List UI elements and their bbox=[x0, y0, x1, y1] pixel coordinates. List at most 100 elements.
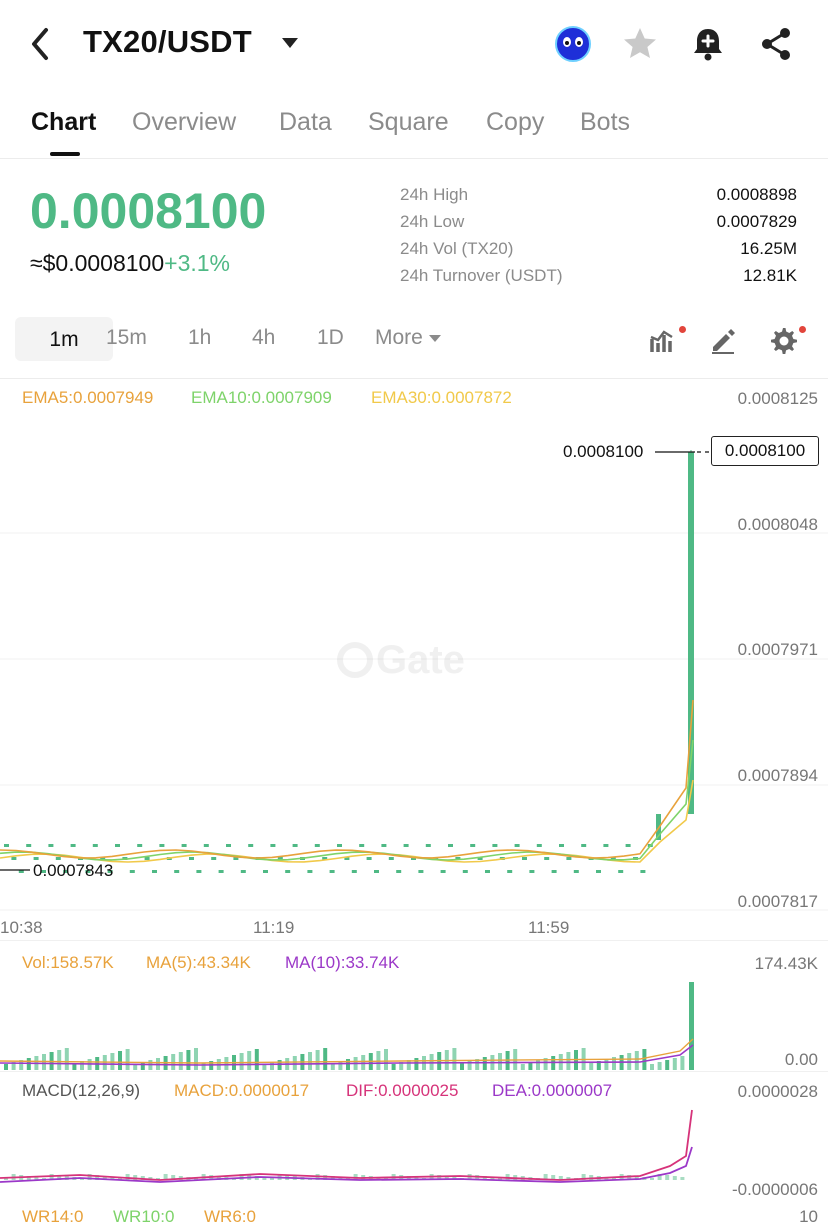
candle bbox=[322, 857, 328, 860]
candle bbox=[307, 870, 313, 873]
star-icon[interactable] bbox=[620, 24, 660, 64]
active-tab-indicator bbox=[50, 152, 80, 156]
chart-settings-button[interactable] bbox=[768, 325, 798, 355]
timeframe-1m[interactable]: 1m bbox=[15, 317, 113, 361]
volume-bar bbox=[467, 1061, 472, 1070]
last-price-marker: 0.0008100 bbox=[563, 442, 644, 461]
candle bbox=[477, 857, 483, 860]
candle bbox=[248, 844, 254, 847]
volume-bar bbox=[57, 1050, 62, 1070]
candle bbox=[610, 857, 616, 860]
candle bbox=[189, 857, 194, 860]
macd-histogram-bar bbox=[505, 1174, 510, 1180]
candlestick-chart[interactable]: Gate bbox=[0, 380, 828, 940]
candle bbox=[85, 870, 91, 873]
timeframe-15m[interactable]: 15m bbox=[106, 326, 147, 349]
back-button[interactable] bbox=[26, 22, 60, 66]
dea-value: DEA:0.0000007 bbox=[492, 1081, 613, 1100]
x-tick-label: 11:19 bbox=[253, 918, 295, 937]
tab-copy[interactable]: Copy bbox=[486, 108, 545, 136]
mascot-avatar-icon[interactable] bbox=[553, 24, 593, 64]
candle bbox=[411, 857, 416, 860]
volume-bar bbox=[399, 1062, 404, 1070]
volume-chart[interactable] bbox=[0, 975, 828, 1070]
stat-value-high: 0.0008898 bbox=[716, 185, 797, 204]
volume-bar bbox=[543, 1058, 548, 1070]
volume-bar bbox=[292, 1056, 297, 1070]
volume-bar bbox=[460, 1063, 464, 1070]
volume-divider bbox=[0, 940, 828, 941]
macd-histogram-bar bbox=[650, 1178, 654, 1180]
candle bbox=[566, 857, 572, 860]
bell-plus-icon[interactable] bbox=[688, 24, 728, 64]
volume-bar bbox=[520, 1064, 525, 1070]
candle bbox=[344, 857, 350, 860]
macd-histogram-bar bbox=[262, 1177, 267, 1180]
tab-chart[interactable]: Chart bbox=[31, 108, 97, 136]
volume-bar bbox=[634, 1051, 639, 1070]
candle bbox=[107, 870, 113, 873]
volume-bar bbox=[125, 1049, 130, 1070]
timeframe-more[interactable]: More bbox=[375, 326, 441, 350]
candle bbox=[618, 870, 624, 873]
candle bbox=[63, 870, 69, 873]
ema10-label: EMA10:0.0007909 bbox=[191, 388, 332, 407]
candle bbox=[270, 844, 276, 847]
macd-chart[interactable] bbox=[0, 1102, 828, 1197]
wr-axis-top: 10 bbox=[799, 1207, 818, 1226]
candle bbox=[544, 857, 550, 860]
tab-square[interactable]: Square bbox=[368, 108, 449, 136]
volume-bar bbox=[140, 1062, 145, 1070]
candle bbox=[507, 870, 513, 873]
candle bbox=[374, 870, 379, 873]
vol-axis-top: 174.43K bbox=[754, 954, 818, 973]
volume-bar bbox=[270, 1062, 274, 1070]
volume-bar bbox=[330, 1063, 335, 1070]
chevron-down-icon[interactable] bbox=[282, 38, 298, 48]
volume-bar bbox=[4, 1064, 8, 1070]
dif-value: DIF:0.0000025 bbox=[346, 1081, 459, 1100]
candle bbox=[381, 844, 387, 847]
indicators-button[interactable] bbox=[648, 325, 680, 355]
macd-histogram-bar bbox=[194, 1178, 198, 1180]
candle bbox=[152, 870, 157, 873]
volume-bar bbox=[118, 1051, 122, 1070]
y-tick-label: 0.0008048 bbox=[737, 515, 818, 534]
usd-price: ≈$0.0008100 bbox=[30, 250, 165, 276]
candle bbox=[462, 870, 468, 873]
macd-histogram-bar bbox=[634, 1176, 639, 1180]
last-price-box[interactable]: 0.0008100 bbox=[711, 436, 819, 466]
vol-ma5-line bbox=[0, 1038, 694, 1064]
volume-bar bbox=[133, 1064, 138, 1070]
tab-overview[interactable]: Overview bbox=[132, 108, 237, 136]
volume-bar bbox=[315, 1050, 320, 1070]
volume-bar bbox=[194, 1048, 198, 1070]
candle bbox=[448, 844, 453, 847]
candle bbox=[455, 857, 461, 860]
timeframe-1d[interactable]: 1D bbox=[317, 326, 344, 349]
pair-selector[interactable]: TX20/USDT bbox=[83, 24, 252, 59]
candle bbox=[492, 844, 498, 847]
vol-ma10-label: MA(10):33.74K bbox=[285, 953, 400, 972]
volume-bar bbox=[665, 1060, 670, 1070]
candle bbox=[603, 844, 609, 847]
timeframe-1h[interactable]: 1h bbox=[188, 326, 212, 349]
macd-histogram-bar bbox=[95, 1175, 100, 1180]
candle bbox=[514, 844, 520, 847]
volume-bar bbox=[338, 1061, 343, 1070]
timeframe-4h[interactable]: 4h bbox=[252, 326, 276, 349]
candle bbox=[26, 844, 32, 847]
share-icon[interactable] bbox=[756, 24, 796, 64]
tab-bots[interactable]: Bots bbox=[580, 108, 631, 136]
stat-label-high: 24h High bbox=[400, 185, 469, 204]
draw-tool-button[interactable] bbox=[708, 325, 738, 355]
back-arrow-icon bbox=[32, 28, 48, 60]
candle bbox=[263, 870, 268, 873]
macd-histogram-bar bbox=[133, 1175, 138, 1180]
candle bbox=[144, 857, 150, 860]
volume-bar bbox=[19, 1060, 24, 1070]
tab-divider bbox=[0, 158, 828, 159]
volume-bar bbox=[254, 1049, 259, 1070]
tab-data[interactable]: Data bbox=[279, 108, 332, 136]
volume-bar bbox=[406, 1060, 411, 1070]
